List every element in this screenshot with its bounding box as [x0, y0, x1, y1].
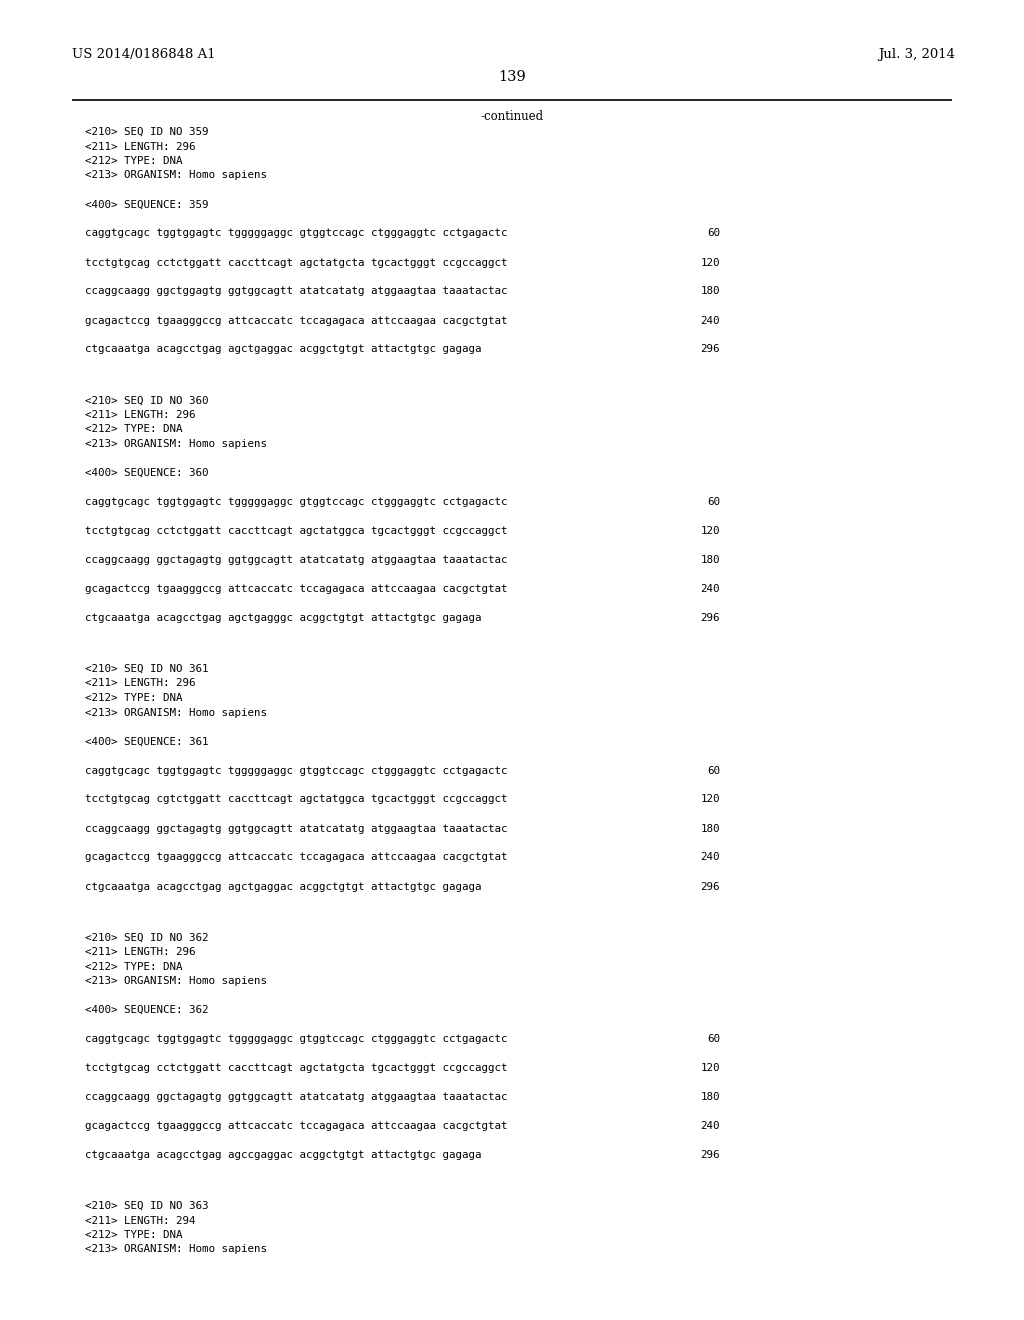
Text: <212> TYPE: DNA: <212> TYPE: DNA: [85, 425, 182, 434]
Text: <400> SEQUENCE: 362: <400> SEQUENCE: 362: [85, 1005, 209, 1015]
Text: <212> TYPE: DNA: <212> TYPE: DNA: [85, 693, 182, 704]
Text: tcctgtgcag cctctggatt caccttcagt agctatggca tgcactgggt ccgccaggct: tcctgtgcag cctctggatt caccttcagt agctatg…: [85, 525, 508, 536]
Text: 296: 296: [700, 612, 720, 623]
Text: <211> LENGTH: 296: <211> LENGTH: 296: [85, 946, 196, 957]
Text: <213> ORGANISM: Homo sapiens: <213> ORGANISM: Homo sapiens: [85, 170, 267, 181]
Text: 60: 60: [707, 228, 720, 239]
Text: tcctgtgcag cctctggatt caccttcagt agctatgcta tgcactgggt ccgccaggct: tcctgtgcag cctctggatt caccttcagt agctatg…: [85, 1063, 508, 1073]
Text: <210> SEQ ID NO 363: <210> SEQ ID NO 363: [85, 1201, 209, 1210]
Text: tcctgtgcag cgtctggatt caccttcagt agctatggca tgcactgggt ccgccaggct: tcctgtgcag cgtctggatt caccttcagt agctatg…: [85, 795, 508, 804]
Text: 180: 180: [700, 1092, 720, 1102]
Text: ctgcaaatga acagcctgag agctgaggac acggctgtgt attactgtgc gagaga: ctgcaaatga acagcctgag agctgaggac acggctg…: [85, 345, 481, 355]
Text: <210> SEQ ID NO 361: <210> SEQ ID NO 361: [85, 664, 209, 675]
Text: 60: 60: [707, 1034, 720, 1044]
Text: gcagactccg tgaagggccg attcaccatc tccagagaca attccaagaa cacgctgtat: gcagactccg tgaagggccg attcaccatc tccagag…: [85, 315, 508, 326]
Text: <210> SEQ ID NO 359: <210> SEQ ID NO 359: [85, 127, 209, 137]
Text: <400> SEQUENCE: 359: <400> SEQUENCE: 359: [85, 199, 209, 210]
Text: <213> ORGANISM: Homo sapiens: <213> ORGANISM: Homo sapiens: [85, 440, 267, 449]
Text: 180: 180: [700, 554, 720, 565]
Text: -continued: -continued: [480, 110, 544, 123]
Text: <210> SEQ ID NO 362: <210> SEQ ID NO 362: [85, 932, 209, 942]
Text: 120: 120: [700, 1063, 720, 1073]
Text: caggtgcagc tggtggagtc tgggggaggc gtggtccagc ctgggaggtc cctgagactc: caggtgcagc tggtggagtc tgggggaggc gtggtcc…: [85, 766, 508, 776]
Text: 240: 240: [700, 853, 720, 862]
Text: <212> TYPE: DNA: <212> TYPE: DNA: [85, 156, 182, 166]
Text: 139: 139: [498, 70, 526, 84]
Text: caggtgcagc tggtggagtc tgggggaggc gtggtccagc ctgggaggtc cctgagactc: caggtgcagc tggtggagtc tgggggaggc gtggtcc…: [85, 1034, 508, 1044]
Text: 240: 240: [700, 583, 720, 594]
Text: <400> SEQUENCE: 361: <400> SEQUENCE: 361: [85, 737, 209, 747]
Text: 296: 296: [700, 1150, 720, 1160]
Text: <211> LENGTH: 294: <211> LENGTH: 294: [85, 1216, 196, 1225]
Text: ccaggcaagg ggctagagtg ggtggcagtt atatcatatg atggaagtaa taaatactac: ccaggcaagg ggctagagtg ggtggcagtt atatcat…: [85, 554, 508, 565]
Text: 120: 120: [700, 795, 720, 804]
Text: 296: 296: [700, 882, 720, 891]
Text: <213> ORGANISM: Homo sapiens: <213> ORGANISM: Homo sapiens: [85, 708, 267, 718]
Text: <213> ORGANISM: Homo sapiens: <213> ORGANISM: Homo sapiens: [85, 975, 267, 986]
Text: US 2014/0186848 A1: US 2014/0186848 A1: [72, 48, 216, 61]
Text: 180: 180: [700, 824, 720, 833]
Text: ctgcaaatga acagcctgag agccgaggac acggctgtgt attactgtgc gagaga: ctgcaaatga acagcctgag agccgaggac acggctg…: [85, 1150, 481, 1160]
Text: gcagactccg tgaagggccg attcaccatc tccagagaca attccaagaa cacgctgtat: gcagactccg tgaagggccg attcaccatc tccagag…: [85, 853, 508, 862]
Text: 296: 296: [700, 345, 720, 355]
Text: <212> TYPE: DNA: <212> TYPE: DNA: [85, 961, 182, 972]
Text: ctgcaaatga acagcctgag agctgagggc acggctgtgt attactgtgc gagaga: ctgcaaatga acagcctgag agctgagggc acggctg…: [85, 612, 481, 623]
Text: 240: 240: [700, 1121, 720, 1131]
Text: 60: 60: [707, 498, 720, 507]
Text: <211> LENGTH: 296: <211> LENGTH: 296: [85, 411, 196, 420]
Text: tcctgtgcag cctctggatt caccttcagt agctatgcta tgcactgggt ccgccaggct: tcctgtgcag cctctggatt caccttcagt agctatg…: [85, 257, 508, 268]
Text: ccaggcaagg ggctagagtg ggtggcagtt atatcatatg atggaagtaa taaatactac: ccaggcaagg ggctagagtg ggtggcagtt atatcat…: [85, 1092, 508, 1102]
Text: gcagactccg tgaagggccg attcaccatc tccagagaca attccaagaa cacgctgtat: gcagactccg tgaagggccg attcaccatc tccagag…: [85, 583, 508, 594]
Text: ccaggcaagg ggctggagtg ggtggcagtt atatcatatg atggaagtaa taaatactac: ccaggcaagg ggctggagtg ggtggcagtt atatcat…: [85, 286, 508, 297]
Text: 120: 120: [700, 257, 720, 268]
Text: gcagactccg tgaagggccg attcaccatc tccagagaca attccaagaa cacgctgtat: gcagactccg tgaagggccg attcaccatc tccagag…: [85, 1121, 508, 1131]
Text: ccaggcaagg ggctagagtg ggtggcagtt atatcatatg atggaagtaa taaatactac: ccaggcaagg ggctagagtg ggtggcagtt atatcat…: [85, 824, 508, 833]
Text: caggtgcagc tggtggagtc tgggggaggc gtggtccagc ctgggaggtc cctgagactc: caggtgcagc tggtggagtc tgggggaggc gtggtcc…: [85, 498, 508, 507]
Text: 60: 60: [707, 766, 720, 776]
Text: <210> SEQ ID NO 360: <210> SEQ ID NO 360: [85, 396, 209, 405]
Text: 180: 180: [700, 286, 720, 297]
Text: 240: 240: [700, 315, 720, 326]
Text: <213> ORGANISM: Homo sapiens: <213> ORGANISM: Homo sapiens: [85, 1245, 267, 1254]
Text: <211> LENGTH: 296: <211> LENGTH: 296: [85, 678, 196, 689]
Text: <211> LENGTH: 296: <211> LENGTH: 296: [85, 141, 196, 152]
Text: caggtgcagc tggtggagtc tgggggaggc gtggtccagc ctgggaggtc cctgagactc: caggtgcagc tggtggagtc tgggggaggc gtggtcc…: [85, 228, 508, 239]
Text: 120: 120: [700, 525, 720, 536]
Text: ctgcaaatga acagcctgag agctgaggac acggctgtgt attactgtgc gagaga: ctgcaaatga acagcctgag agctgaggac acggctg…: [85, 882, 481, 891]
Text: <212> TYPE: DNA: <212> TYPE: DNA: [85, 1230, 182, 1239]
Text: <400> SEQUENCE: 360: <400> SEQUENCE: 360: [85, 469, 209, 478]
Text: Jul. 3, 2014: Jul. 3, 2014: [878, 48, 955, 61]
